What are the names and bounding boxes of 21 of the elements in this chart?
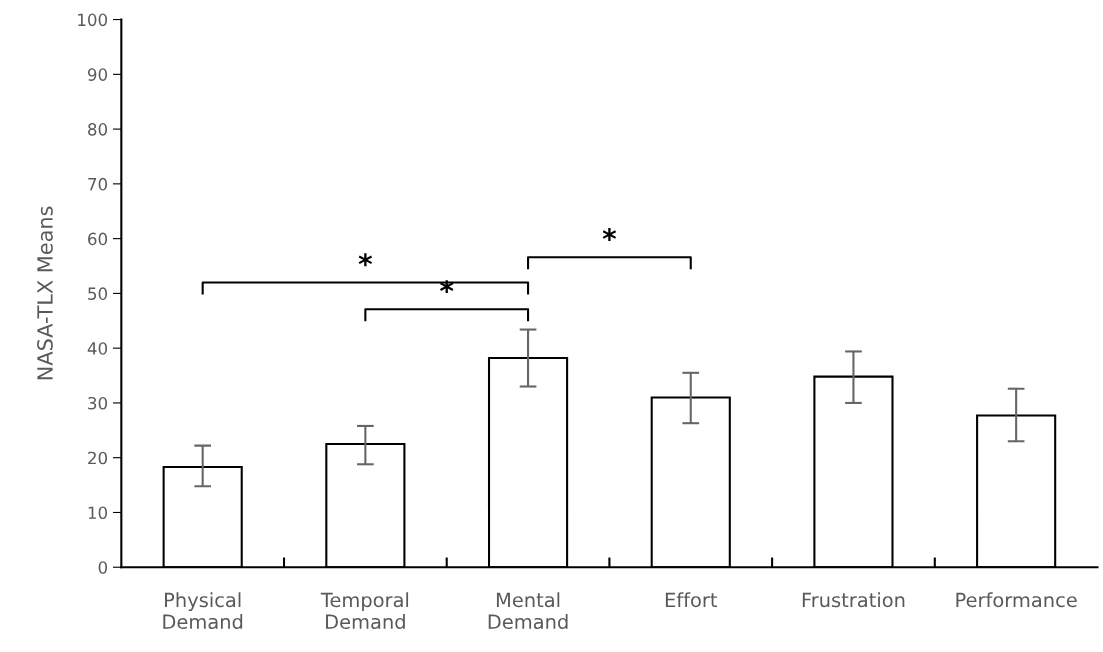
y-tick-label: 40 <box>87 342 108 355</box>
x-tick-label: Effort <box>665 592 718 608</box>
annotation: * <box>602 228 617 242</box>
y-tick-label: 30 <box>88 396 108 410</box>
x-tick-label: Temporal Demand <box>320 592 409 630</box>
y-tick-label: 50 <box>88 287 108 300</box>
y-tick-label: 20 <box>88 451 108 465</box>
x-tick-label: Frustration <box>802 592 905 608</box>
x-tick-label: Performance <box>956 592 1077 608</box>
y-tick-label: 70 <box>88 177 108 191</box>
annotation: * <box>440 280 454 294</box>
x-tick-label: Physical Demand <box>163 592 243 630</box>
y-tick-label: 0 <box>98 561 108 574</box>
y-tick-label: 100 <box>78 13 108 27</box>
y-tick-label: 10 <box>88 506 108 520</box>
x-tick-label: Mental Demand <box>488 592 568 630</box>
y-axis-title: NASA-TLX Means <box>37 206 53 380</box>
y-tick-label: 60 <box>88 232 108 246</box>
y-tick-label: 90 <box>87 68 108 81</box>
y-tick-label: 80 <box>88 123 108 136</box>
annotation: * <box>358 253 373 267</box>
